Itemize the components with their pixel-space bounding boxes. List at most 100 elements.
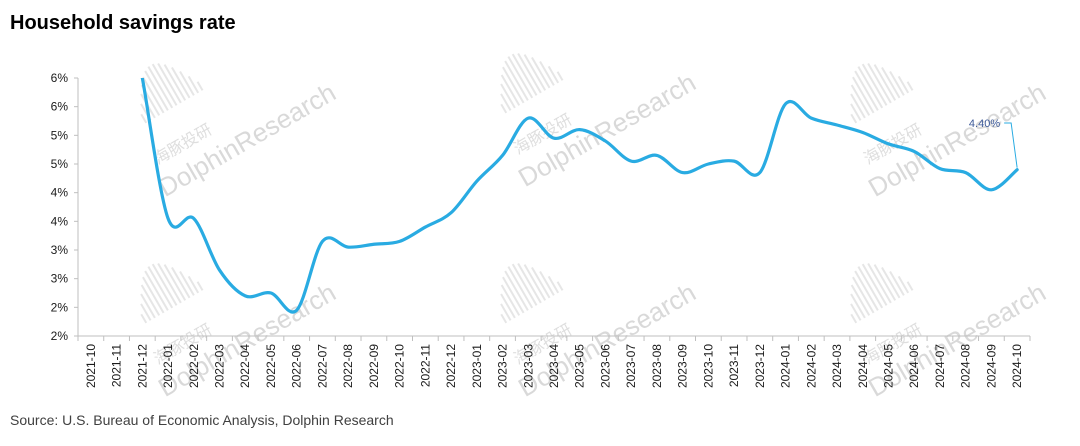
watermark-bar bbox=[547, 275, 560, 294]
watermark-bar bbox=[881, 66, 901, 99]
x-tick-label: 2023-10 bbox=[701, 344, 715, 388]
x-tick-label: 2023-06 bbox=[598, 344, 612, 388]
watermark-bar bbox=[157, 63, 182, 104]
watermark-bar bbox=[179, 70, 195, 96]
watermark-bar bbox=[504, 60, 529, 101]
watermark-bar bbox=[517, 263, 542, 304]
watermark-bar bbox=[157, 263, 182, 304]
watermark-bar bbox=[873, 64, 897, 101]
watermark-bar bbox=[517, 53, 542, 94]
watermark-bar bbox=[171, 66, 191, 99]
watermark-bar bbox=[850, 284, 871, 316]
x-tick-label: 2023-11 bbox=[727, 344, 741, 387]
x-tick-label: 2023-08 bbox=[650, 344, 664, 388]
x-tick-label: 2024-03 bbox=[830, 344, 844, 388]
watermark-bar bbox=[547, 65, 560, 84]
watermark-bar bbox=[144, 270, 169, 311]
y-tick-label: 3% bbox=[51, 272, 69, 286]
x-tick-label: 2023-03 bbox=[521, 344, 535, 388]
watermark-bar bbox=[140, 313, 148, 324]
watermark-bar bbox=[147, 266, 174, 309]
watermark-bar bbox=[889, 70, 905, 96]
watermark-bar bbox=[151, 263, 178, 306]
x-tick-label: 2022-11 bbox=[418, 344, 432, 387]
y-tick-label: 6% bbox=[51, 71, 69, 85]
x-tick-label: 2022-07 bbox=[315, 344, 329, 388]
watermark-bar bbox=[852, 276, 875, 314]
y-tick-label: 3% bbox=[51, 243, 69, 257]
chart-title: Household savings rate bbox=[10, 12, 236, 34]
x-tick-label: 2023-01 bbox=[470, 344, 484, 388]
watermark-bar bbox=[511, 53, 538, 96]
x-tick-label: 2023-02 bbox=[496, 344, 510, 388]
watermark-bar bbox=[852, 76, 875, 114]
watermark-bar bbox=[140, 113, 148, 124]
watermark-bar bbox=[171, 266, 191, 299]
watermark-bar bbox=[857, 266, 884, 309]
x-tick-label: 2022-01 bbox=[161, 344, 175, 388]
x-tick-label: 2023-04 bbox=[547, 344, 561, 388]
watermark-bar bbox=[187, 275, 200, 294]
watermark-bar bbox=[142, 276, 165, 314]
x-tick-label: 2024-02 bbox=[804, 344, 818, 388]
watermark-bar bbox=[500, 74, 521, 106]
source-note: Source: U.S. Bureau of Economic Analysis… bbox=[10, 412, 394, 428]
watermark-bar bbox=[151, 63, 178, 106]
watermark-bar bbox=[850, 93, 866, 119]
watermark-bar bbox=[850, 103, 862, 121]
x-tick-label: 2021-12 bbox=[135, 344, 149, 388]
axes: 2% 2% 3% 3% 4% 4% 5% 5% 6% 6% 2021-10 2021-11 2021-1… bbox=[51, 71, 1031, 388]
watermark-bar bbox=[861, 263, 888, 306]
x-tick-label: 2022-08 bbox=[341, 344, 355, 388]
x-tick-label: 2022-02 bbox=[187, 344, 201, 388]
watermark-bar bbox=[507, 56, 534, 99]
watermark-bar bbox=[500, 303, 512, 321]
x-tick-label: 2024-04 bbox=[856, 344, 870, 388]
x-tick-label: 2021-10 bbox=[84, 344, 98, 388]
watermark-bar bbox=[556, 71, 564, 81]
y-tick-label: 4% bbox=[51, 214, 69, 228]
watermark-bar bbox=[523, 54, 547, 91]
watermark-bar bbox=[906, 281, 914, 291]
x-tick-label: 2024-01 bbox=[779, 344, 793, 388]
watermark-bar bbox=[850, 293, 866, 319]
x-tick-label: 2022-09 bbox=[367, 344, 381, 388]
y-tick-label: 5% bbox=[51, 157, 69, 171]
y-tick-label: 2% bbox=[51, 329, 69, 343]
x-tick-label: 2022-03 bbox=[213, 344, 227, 388]
watermark-bar bbox=[500, 293, 516, 319]
x-tick-label: 2021-11 bbox=[110, 344, 124, 387]
data-label: 4.40% bbox=[969, 118, 1000, 130]
x-tick-label: 2024-05 bbox=[881, 344, 895, 388]
watermark-bar bbox=[504, 270, 529, 311]
watermark-bar bbox=[147, 66, 174, 109]
x-tick-label: 2024-08 bbox=[959, 344, 973, 388]
watermark-bar bbox=[850, 84, 871, 116]
watermark-bar bbox=[502, 276, 525, 314]
watermark-bar bbox=[867, 263, 892, 304]
watermark-bar bbox=[906, 81, 914, 91]
watermark-bar bbox=[556, 281, 564, 291]
x-tick-label: 2022-06 bbox=[290, 344, 304, 388]
watermark-bar bbox=[507, 266, 534, 309]
watermark-bar bbox=[179, 270, 195, 296]
watermark-bar bbox=[163, 264, 187, 301]
watermark-bar bbox=[850, 303, 862, 321]
x-tick-label: 2024-07 bbox=[933, 344, 947, 388]
watermark-bar bbox=[500, 313, 508, 324]
watermark-bar bbox=[861, 63, 888, 106]
watermark-bar bbox=[500, 284, 521, 316]
x-tick-label: 2022-04 bbox=[238, 344, 252, 388]
watermark-bar bbox=[539, 270, 555, 296]
x-tick-label: 2024-10 bbox=[1010, 344, 1024, 388]
watermark-bar bbox=[897, 275, 910, 294]
x-tick-label: 2022-05 bbox=[264, 344, 278, 388]
x-tick-label: 2023-09 bbox=[676, 344, 690, 388]
watermark-bar bbox=[163, 64, 187, 101]
watermark-bar bbox=[140, 284, 161, 316]
watermark-bar bbox=[196, 81, 204, 91]
watermark-bar bbox=[140, 293, 156, 319]
watermark-bar bbox=[854, 70, 879, 111]
